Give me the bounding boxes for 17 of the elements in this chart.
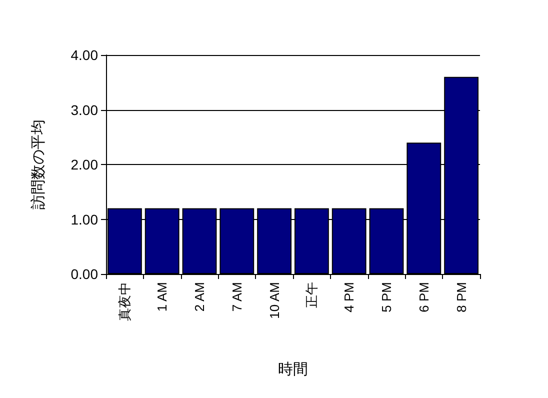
y-tick-label: 3.00 [70, 102, 98, 118]
x-tick-label: 1 AM [154, 282, 170, 312]
x-tick-label: 5 PM [379, 282, 394, 312]
x-tick-label: 2 AM [192, 282, 207, 312]
y-tick-label: 1.00 [70, 211, 98, 228]
y-axis-title: 訪問数の平均 [30, 120, 47, 210]
x-tick-label: 4 PM [342, 282, 357, 312]
y-tick-label: 4.00 [70, 47, 98, 63]
x-tick-label: 7 AM [229, 282, 244, 312]
x-axis-title: 時間 [278, 361, 308, 378]
x-tick-label: 6 PM [416, 282, 432, 312]
x-tick-label: 8 PM [454, 282, 469, 312]
x-tick-label: 真夜中 [117, 282, 132, 321]
y-tick-label: 0.00 [70, 266, 98, 282]
y-tick-label: 2.00 [70, 156, 98, 172]
x-tick-label: 10 AM [266, 282, 282, 319]
x-tick-label: 正午 [304, 282, 320, 308]
